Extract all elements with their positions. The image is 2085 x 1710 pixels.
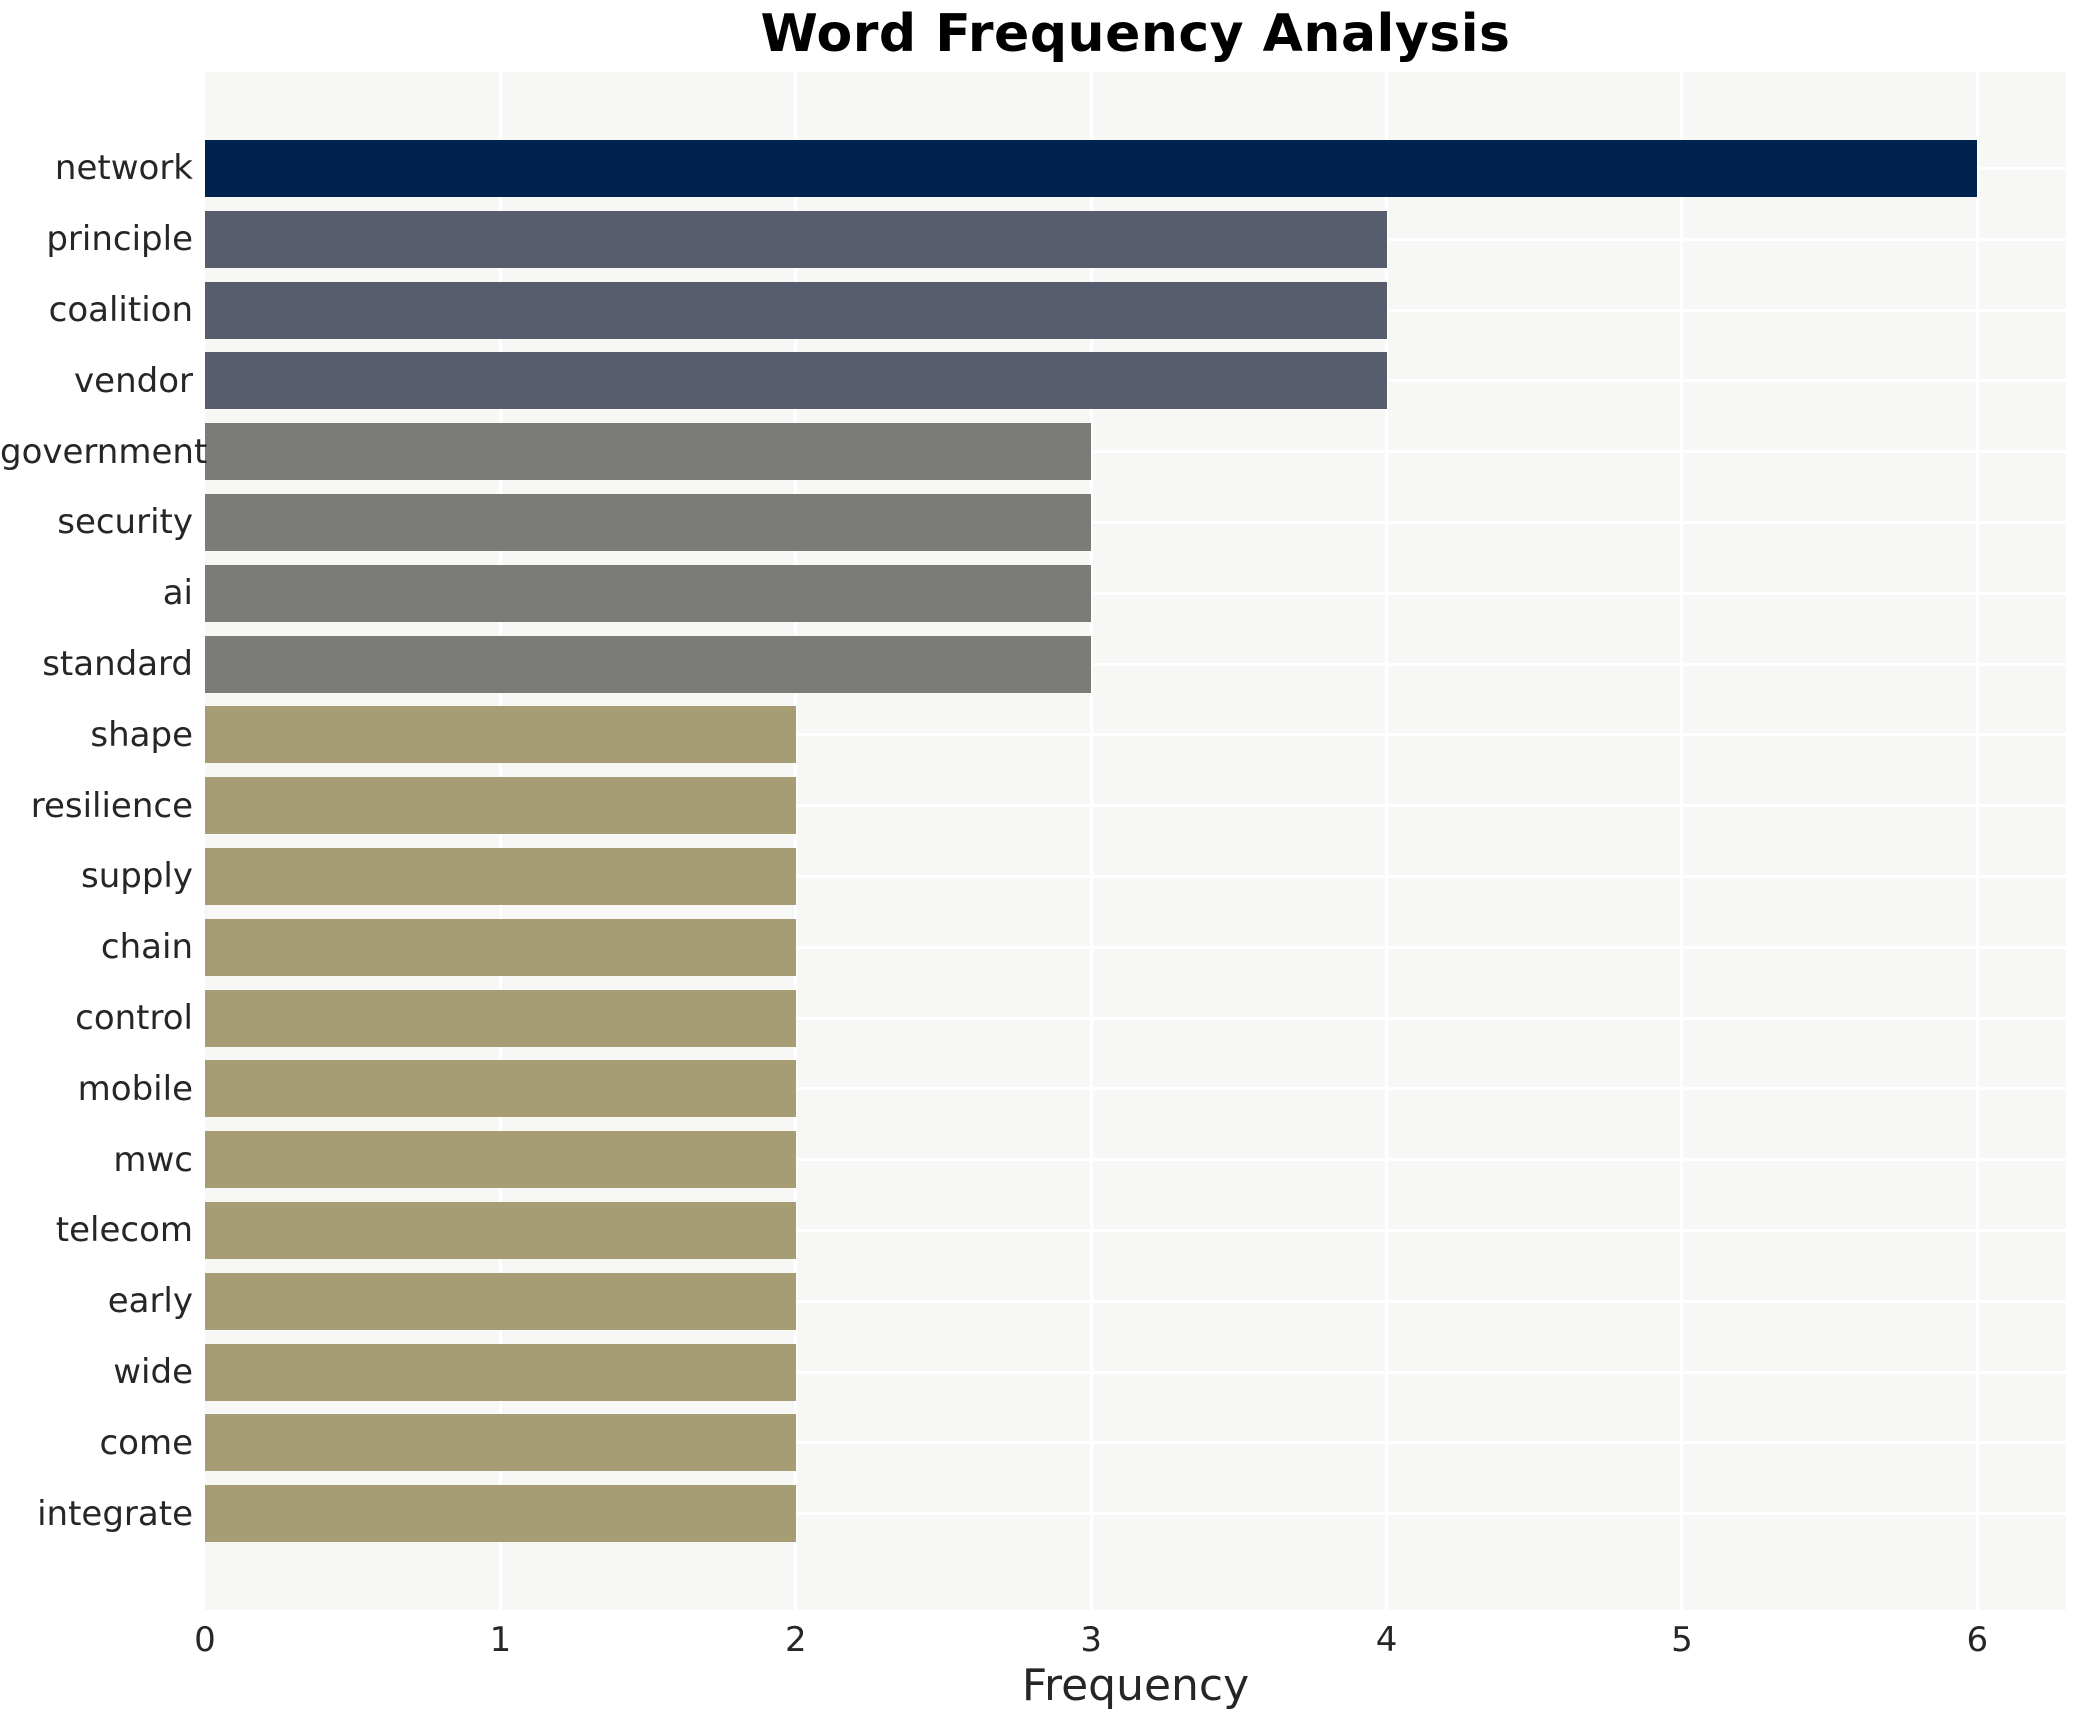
gridline-vertical — [1680, 72, 1684, 1610]
gridline-horizontal — [205, 945, 2066, 949]
x-tick-label-2: 2 — [784, 1620, 807, 1660]
gridline-horizontal — [205, 804, 2066, 808]
y-tick-label-principle: principle — [46, 219, 193, 260]
bar-government — [205, 423, 1092, 481]
gridline-horizontal — [205, 733, 2066, 737]
plot-area — [205, 72, 2066, 1610]
bar-ai — [205, 564, 1092, 622]
x-axis-label: Frequency — [1021, 1660, 1250, 1710]
gridline-horizontal — [205, 450, 2066, 454]
bar-early — [205, 1272, 796, 1330]
bar-security — [205, 493, 1092, 551]
y-tick-label-standard: standard — [42, 644, 193, 684]
bar-standard — [205, 635, 1092, 693]
bar-principle — [205, 210, 1387, 268]
bar-mwc — [205, 1131, 796, 1189]
x-tick-label-6: 6 — [1966, 1620, 1989, 1660]
y-tick-label-resilience: resilience — [30, 785, 193, 826]
y-tick-label-wide: wide — [113, 1352, 193, 1392]
y-tick-label-come: come — [99, 1422, 193, 1463]
y-tick-label-control: control — [75, 998, 193, 1038]
y-tick-label-government: government — [0, 431, 208, 472]
y-tick-label-chain: chain — [100, 927, 193, 968]
bar-network — [205, 139, 1978, 197]
bar-vendor — [205, 352, 1387, 410]
bar-control — [205, 989, 796, 1047]
gridline-horizontal — [205, 1441, 2066, 1445]
gridline-horizontal — [205, 662, 2066, 666]
y-tick-label-supply: supply — [81, 856, 193, 897]
chart-title: Word Frequency Analysis — [760, 4, 1511, 64]
y-tick-label-vendor: vendor — [74, 360, 193, 401]
gridline-horizontal — [205, 874, 2066, 878]
x-tick-label-4: 4 — [1375, 1620, 1398, 1660]
y-tick-label-coalition: coalition — [48, 290, 193, 330]
y-tick-label-ai: ai — [162, 573, 193, 614]
gridline-horizontal — [205, 1299, 2066, 1303]
y-tick-label-telecom: telecom — [55, 1210, 193, 1251]
y-tick-label-security: security — [57, 502, 193, 543]
y-tick-label-mobile: mobile — [77, 1068, 193, 1109]
bar-coalition — [205, 281, 1387, 339]
gridline-horizontal — [205, 1228, 2066, 1232]
bar-supply — [205, 847, 796, 905]
gridline-vertical — [794, 72, 798, 1610]
bar-mobile — [205, 1060, 796, 1118]
y-axis-tick-labels: network principle coalition vendor governmen… — [0, 72, 208, 1610]
gridline-horizontal — [205, 1087, 2066, 1091]
x-axis-tick-labels: 0 1 2 3 4 5 6 — [0, 1620, 2085, 1664]
gridline-vertical — [1975, 72, 1979, 1610]
gridline-horizontal — [205, 1158, 2066, 1162]
gridline-vertical — [1089, 72, 1093, 1610]
x-tick-label-0: 0 — [194, 1620, 216, 1660]
y-tick-label-early: early — [107, 1281, 193, 1322]
y-tick-label-mwc: mwc — [113, 1139, 193, 1180]
gridline-horizontal — [205, 1512, 2066, 1516]
gridline-horizontal — [205, 1016, 2066, 1020]
bar-telecom — [205, 1201, 796, 1259]
bar-come — [205, 1414, 796, 1472]
gridline-horizontal — [205, 1370, 2066, 1374]
bar-wide — [205, 1343, 796, 1401]
gridline-horizontal — [205, 591, 2066, 595]
bar-chain — [205, 918, 796, 976]
y-tick-label-network: network — [54, 148, 193, 189]
x-tick-label-1: 1 — [489, 1620, 512, 1660]
bar-integrate — [205, 1485, 796, 1543]
gridline-vertical — [498, 72, 502, 1610]
x-tick-label-5: 5 — [1671, 1620, 1693, 1660]
bar-shape — [205, 706, 796, 764]
gridline-vertical — [1385, 72, 1389, 1610]
x-tick-label-3: 3 — [1080, 1620, 1103, 1660]
gridline-horizontal — [205, 520, 2066, 524]
y-tick-label-integrate: integrate — [37, 1493, 193, 1534]
bar-resilience — [205, 777, 796, 835]
y-tick-label-shape: shape — [90, 714, 193, 755]
